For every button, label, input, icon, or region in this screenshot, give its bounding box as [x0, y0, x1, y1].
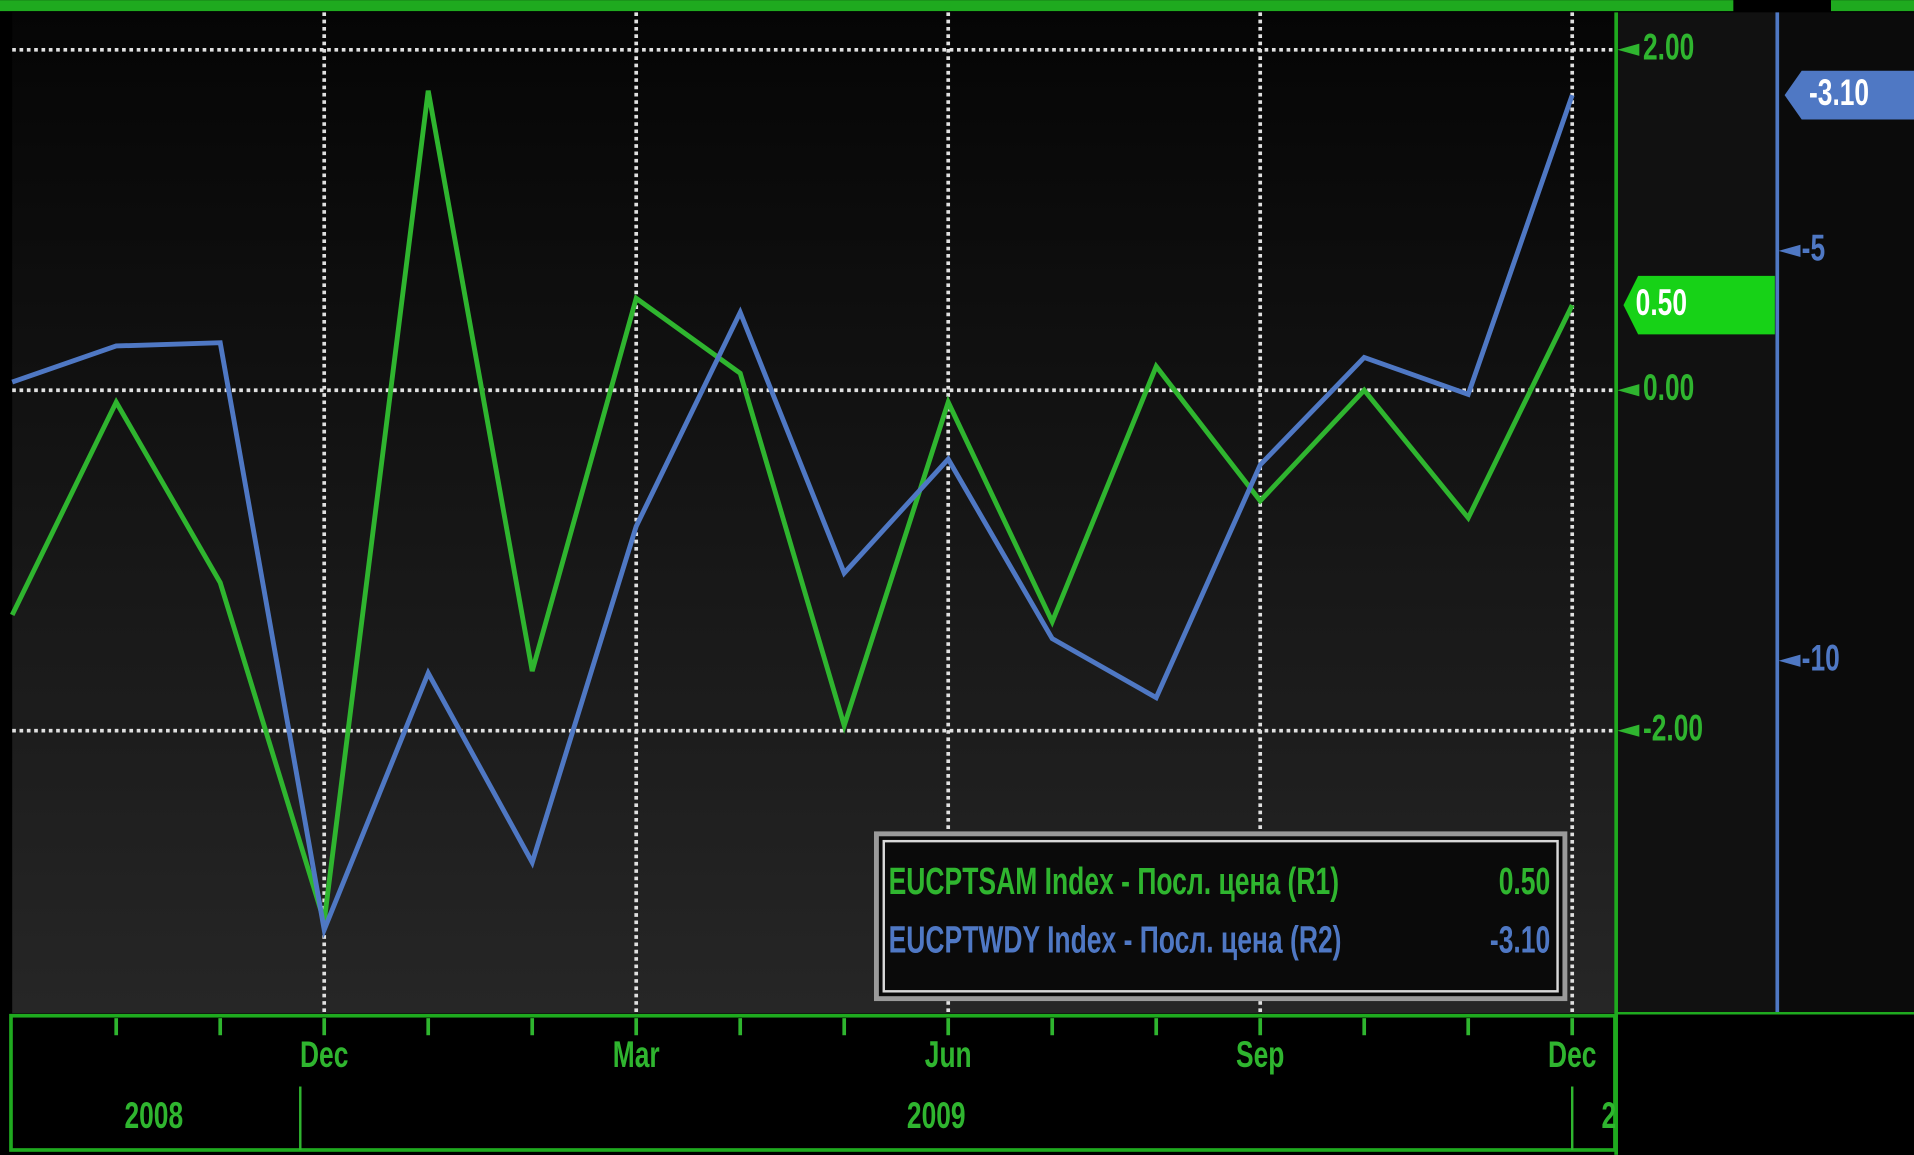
last-value-label: -3.10	[1809, 72, 1869, 113]
x-tick-label: Jun	[925, 1034, 972, 1075]
y-tick-label: -2.00	[1643, 707, 1703, 748]
last-value-tag	[1784, 70, 1914, 120]
time-axis	[9, 1013, 1617, 1152]
y2-tick	[1778, 244, 1801, 257]
y-tick-label: 2.00	[1643, 26, 1694, 67]
last-value-label: 0.50	[1636, 282, 1687, 323]
r2-axis-area	[1778, 12, 1914, 1014]
legend-entry: EUCPTSAM Index - Посл. цена (R1)	[889, 859, 1339, 902]
y-tick	[1617, 384, 1640, 397]
x-tick-label: Dec	[1548, 1034, 1596, 1075]
x-year-label: 2008	[124, 1095, 183, 1136]
y-tick	[1617, 43, 1640, 56]
series-line	[11, 94, 1575, 939]
x-year-label: 2	[1602, 1095, 1617, 1136]
x-tick-label: Mar	[613, 1034, 660, 1075]
legend-value: -3.10	[1490, 918, 1550, 961]
r1-axis-area	[1617, 12, 1777, 1014]
series-line	[10, 90, 1575, 923]
legend-inner-border	[882, 839, 1559, 993]
y-tick	[1617, 724, 1640, 737]
legend-entry: EUCPTWDY Index - Посл. цена (R2)	[889, 918, 1342, 961]
y2-tick-label: -5	[1802, 227, 1825, 268]
legend-value: 0.50	[1499, 859, 1551, 902]
legend-box	[873, 831, 1568, 1002]
y2-tick	[1778, 654, 1801, 667]
legend: EUCPTSAM Index - Посл. цена (R1) 0.50 EUCP…	[873, 831, 1568, 1002]
x-year-label: 2009	[907, 1095, 966, 1136]
top-bar	[0, 0, 1734, 12]
x-tick-label: Sep	[1236, 1034, 1284, 1075]
y2-tick-label: -10	[1802, 637, 1840, 678]
x-tick-label: Dec	[300, 1034, 348, 1075]
last-value-tag	[1623, 275, 1775, 335]
y-tick-label: 0.00	[1643, 367, 1694, 408]
top-bar	[1830, 0, 1914, 12]
